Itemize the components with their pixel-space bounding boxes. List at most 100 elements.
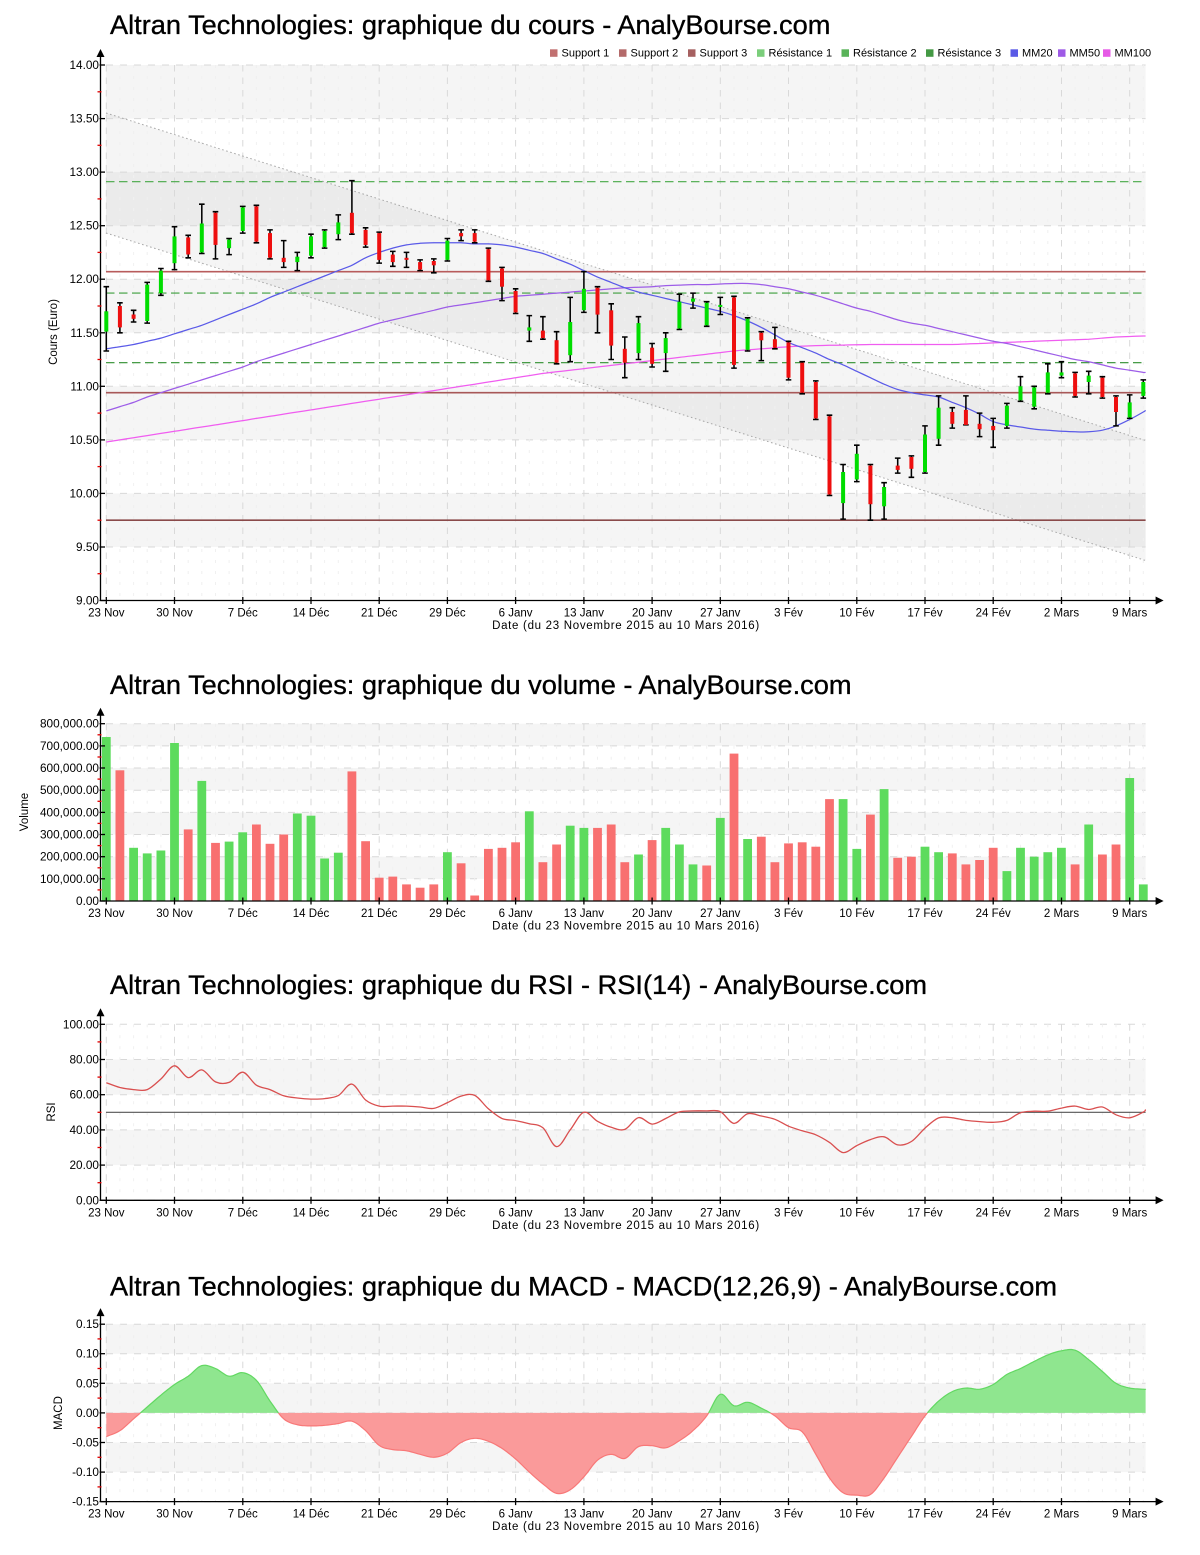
svg-text:7 Déc: 7 Déc [228,1207,258,1219]
svg-text:Cours (Euro): Cours (Euro) [48,299,60,365]
svg-text:Altran Technologies: graphique: Altran Technologies: graphique du cours … [110,9,830,40]
svg-text:9.50: 9.50 [76,540,99,554]
svg-text:17 Fév: 17 Fév [907,1509,942,1521]
svg-text:14 Déc: 14 Déc [293,608,330,620]
svg-text:6 Janv: 6 Janv [499,1509,533,1521]
svg-text:9 Mars: 9 Mars [1112,1509,1147,1521]
svg-text:60.00: 60.00 [69,1088,99,1102]
svg-text:400,000.00: 400,000.00 [40,805,99,819]
svg-text:24 Fév: 24 Fév [976,1509,1011,1521]
svg-text:2 Mars: 2 Mars [1044,1207,1079,1219]
svg-text:27 Janv: 27 Janv [700,1207,741,1219]
svg-text:3 Fév: 3 Fév [774,608,803,620]
svg-text:6 Janv: 6 Janv [499,1207,533,1219]
svg-text:700,000.00: 700,000.00 [40,739,99,753]
svg-text:24 Fév: 24 Fév [976,1207,1011,1219]
svg-text:11.00: 11.00 [70,379,99,393]
svg-text:MM50: MM50 [1070,47,1101,59]
svg-text:Date (du 23 Novembre 2015 au 1: Date (du 23 Novembre 2015 au 10 Mars 201… [492,620,760,632]
svg-text:Altran Technologies: graphique: Altran Technologies: graphique du MACD -… [110,1271,1057,1302]
svg-text:Date (du 23 Novembre 2015 au 1: Date (du 23 Novembre 2015 au 10 Mars 201… [492,921,760,933]
svg-text:500,000.00: 500,000.00 [40,783,99,797]
svg-text:29 Déc: 29 Déc [429,1207,466,1219]
svg-text:13 Janv: 13 Janv [564,1509,605,1521]
svg-text:9 Mars: 9 Mars [1112,908,1147,920]
svg-text:MM100: MM100 [1115,47,1152,59]
svg-text:RSI: RSI [46,1102,58,1121]
svg-text:10 Fév: 10 Fév [839,1207,874,1219]
svg-text:Date (du 23 Novembre 2015 au 1: Date (du 23 Novembre 2015 au 10 Mars 201… [492,1521,760,1533]
svg-text:7 Déc: 7 Déc [228,1509,258,1521]
svg-text:10 Fév: 10 Fév [839,1509,874,1521]
svg-text:20 Janv: 20 Janv [632,608,673,620]
svg-text:0.05: 0.05 [76,1376,99,1390]
svg-text:2 Mars: 2 Mars [1044,1509,1079,1521]
svg-text:17 Fév: 17 Fév [907,908,942,920]
svg-text:-0.15: -0.15 [72,1495,99,1509]
svg-text:Résistance 3: Résistance 3 [938,47,1002,59]
svg-text:20.00: 20.00 [69,1158,99,1172]
svg-text:Volume: Volume [19,793,31,831]
svg-text:100.00: 100.00 [63,1017,100,1031]
svg-text:11.50: 11.50 [70,326,99,340]
svg-text:Support 2: Support 2 [631,47,679,59]
svg-text:Date (du 23 Novembre 2015 au 1: Date (du 23 Novembre 2015 au 10 Mars 201… [492,1220,760,1232]
svg-text:17 Fév: 17 Fév [907,608,942,620]
svg-text:3 Fév: 3 Fév [774,1509,803,1521]
svg-text:2 Mars: 2 Mars [1044,908,1079,920]
svg-text:20 Janv: 20 Janv [632,1207,673,1219]
svg-text:0.15: 0.15 [76,1317,99,1331]
svg-text:0.00: 0.00 [76,894,99,908]
svg-text:10 Fév: 10 Fév [839,908,874,920]
svg-text:3 Fév: 3 Fév [774,908,803,920]
svg-text:0.10: 0.10 [76,1347,99,1361]
svg-text:13 Janv: 13 Janv [564,908,605,920]
svg-text:14 Déc: 14 Déc [293,1207,330,1219]
svg-text:6 Janv: 6 Janv [499,608,533,620]
svg-text:Altran Technologies: graphique: Altran Technologies: graphique du RSI - … [110,969,927,1000]
svg-text:7 Déc: 7 Déc [228,908,258,920]
svg-text:300,000.00: 300,000.00 [40,828,99,842]
svg-text:6 Janv: 6 Janv [499,908,533,920]
svg-text:10 Fév: 10 Fév [839,608,874,620]
svg-text:27 Janv: 27 Janv [700,908,741,920]
svg-text:13.50: 13.50 [69,112,99,126]
svg-text:40.00: 40.00 [69,1123,99,1137]
svg-text:30 Nov: 30 Nov [156,608,193,620]
svg-text:27 Janv: 27 Janv [700,608,741,620]
svg-text:3 Fév: 3 Fév [774,1207,803,1219]
svg-text:10.00: 10.00 [69,486,99,500]
svg-text:14.00: 14.00 [69,58,99,72]
svg-text:21 Déc: 21 Déc [361,1509,398,1521]
svg-text:600,000.00: 600,000.00 [40,761,99,775]
svg-text:23 Nov: 23 Nov [88,908,125,920]
svg-text:24 Fév: 24 Fév [976,608,1011,620]
svg-text:9.00: 9.00 [76,594,99,608]
svg-text:-0.05: -0.05 [72,1436,99,1450]
svg-text:0.00: 0.00 [76,1406,99,1420]
svg-text:MM20: MM20 [1022,47,1053,59]
svg-text:Altran Technologies: graphique: Altran Technologies: graphique du volume… [110,669,852,700]
svg-text:14 Déc: 14 Déc [293,1509,330,1521]
svg-text:Résistance 1: Résistance 1 [769,47,833,59]
svg-text:10.50: 10.50 [69,433,99,447]
svg-text:29 Déc: 29 Déc [429,608,466,620]
svg-text:30 Nov: 30 Nov [156,1509,193,1521]
svg-text:30 Nov: 30 Nov [156,1207,193,1219]
svg-text:12.00: 12.00 [69,272,99,286]
svg-text:13.00: 13.00 [69,165,99,179]
svg-text:800,000.00: 800,000.00 [40,717,99,731]
svg-text:23 Nov: 23 Nov [88,1207,125,1219]
svg-text:12.50: 12.50 [69,219,99,233]
svg-text:Support 1: Support 1 [562,47,610,59]
svg-text:7 Déc: 7 Déc [228,608,258,620]
svg-text:23 Nov: 23 Nov [88,1509,125,1521]
svg-text:14 Déc: 14 Déc [293,908,330,920]
svg-text:21 Déc: 21 Déc [361,1207,398,1219]
svg-text:-0.10: -0.10 [72,1465,99,1479]
svg-text:13 Janv: 13 Janv [564,608,605,620]
svg-text:13 Janv: 13 Janv [564,1207,605,1219]
svg-text:21 Déc: 21 Déc [361,608,398,620]
svg-text:Résistance 2: Résistance 2 [853,47,917,59]
svg-text:17 Fév: 17 Fév [907,1207,942,1219]
